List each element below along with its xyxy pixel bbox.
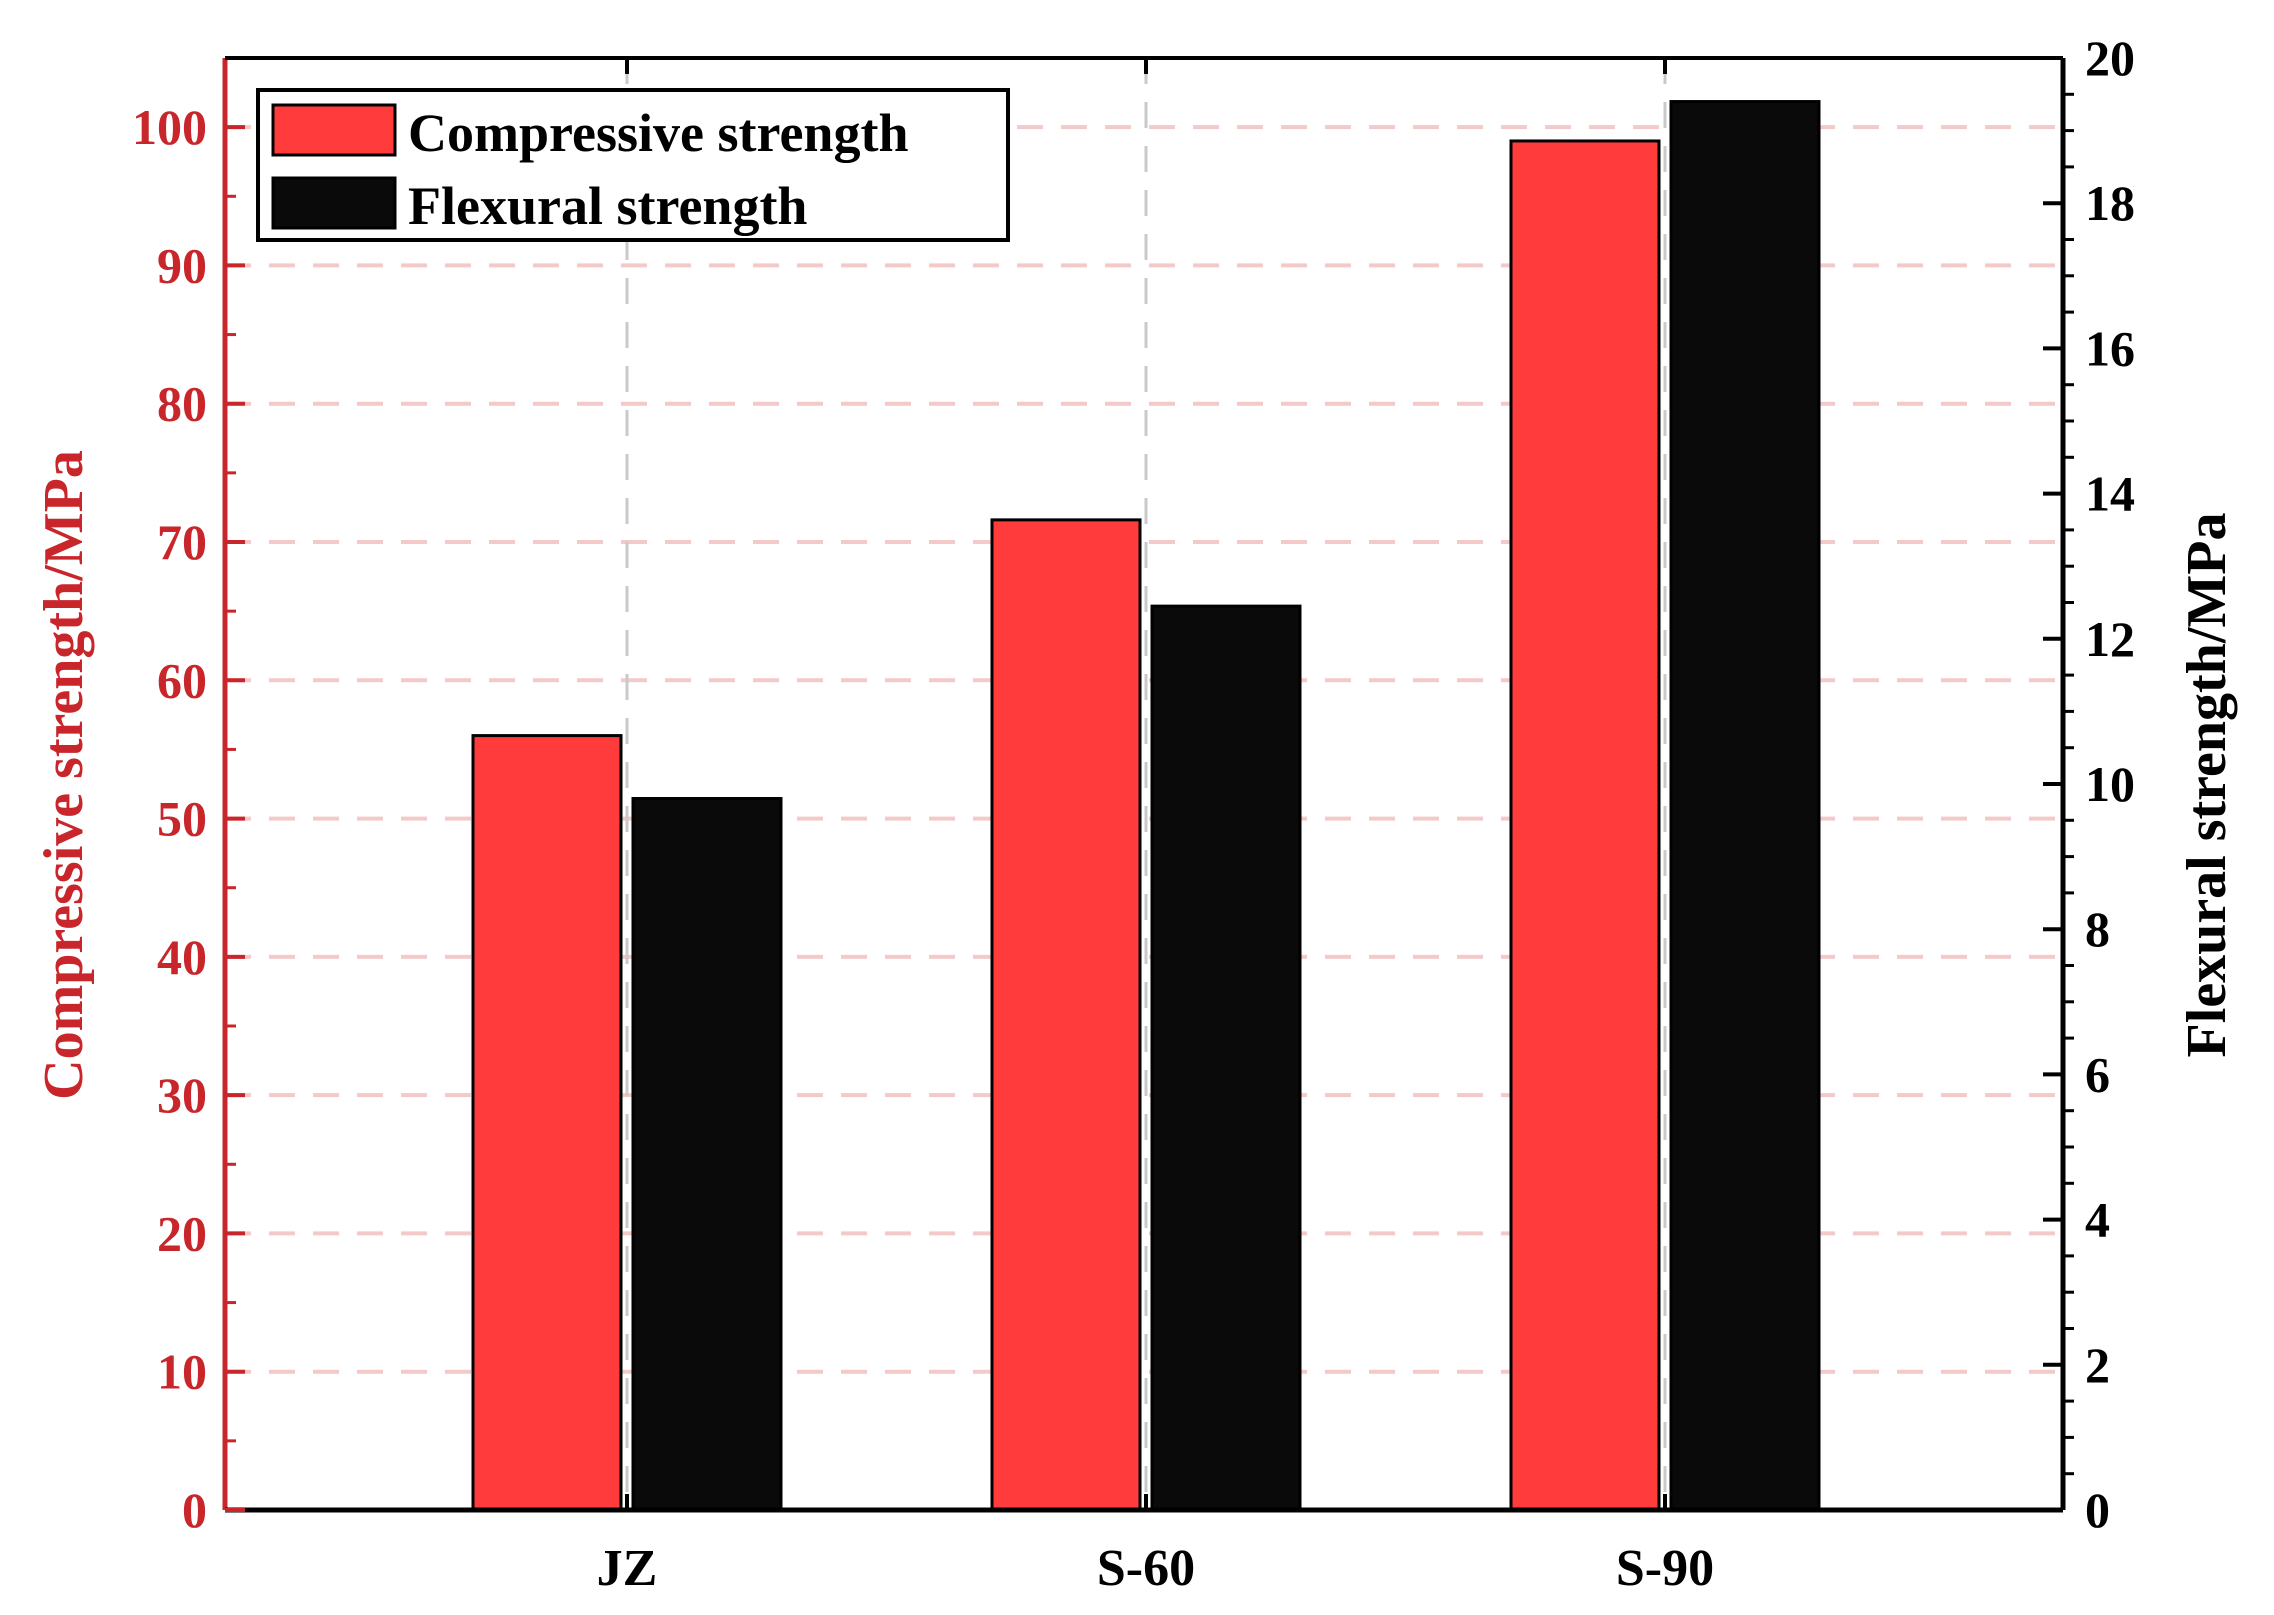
legend-label-compressive: Compressive strength: [408, 103, 908, 163]
y-right-tick-label: 6: [2085, 1046, 2110, 1102]
y-left-tick-label: 90: [157, 237, 207, 293]
y-right-tick-label: 16: [2085, 320, 2135, 376]
y-left-tick-label: 50: [157, 791, 207, 847]
bar-flexural-jz: [631, 797, 783, 1512]
y-left-tick-label: 60: [157, 652, 207, 708]
y-right-tick-label: 10: [2085, 756, 2135, 812]
bars: [471, 100, 1821, 1512]
y-right-tick-label: 20: [2085, 30, 2135, 86]
bar-flexural-s-60: [1150, 604, 1302, 1512]
y-left-tick-label: 40: [157, 929, 207, 985]
bar-compressive-s-90: [1509, 139, 1661, 1512]
legend-label-flexural: Flexural strength: [408, 176, 807, 236]
bar-compressive-s-60: [990, 518, 1142, 1512]
y-axis-right-label: Flexural strength/MPa: [2176, 513, 2238, 1058]
y-right-tick-label: 0: [2085, 1482, 2110, 1538]
y-right-tick-label: 18: [2085, 175, 2135, 231]
legend: Compressive strength Flexural strength: [256, 88, 1010, 242]
y-left-tick-label: 100: [132, 99, 207, 155]
bar-flexural-s-90: [1669, 100, 1821, 1512]
y-left-tick-label: 0: [182, 1482, 207, 1538]
y-left-tick-label: 80: [157, 376, 207, 432]
y-left-tick-label: 20: [157, 1205, 207, 1261]
y-right-tick-label: 8: [2085, 901, 2110, 957]
ticks: 0 10 20 30 40 50 60 70 80 90 100 0 2 4 6 8 10 12 14 16 18 20 J…: [132, 30, 2135, 1597]
grid: [225, 58, 2063, 1510]
y-right-tick-label: 4: [2085, 1192, 2110, 1248]
legend-swatch-flexural: [271, 176, 397, 230]
x-tick-label-s-90: S-90: [1616, 1540, 1714, 1597]
legend-swatch-compressive: [271, 103, 397, 157]
bar-compressive-jz: [471, 734, 623, 1512]
y-left-tick-label: 70: [157, 514, 207, 570]
y-right-tick-label: 14: [2085, 466, 2135, 522]
y-axis-left-label: Compressive strength/MPa: [33, 450, 95, 1100]
y-right-tick-label: 12: [2085, 611, 2135, 667]
y-left-tick-label: 10: [157, 1344, 207, 1400]
y-right-tick-label: 2: [2085, 1337, 2110, 1393]
x-tick-label-s-60: S-60: [1097, 1540, 1195, 1597]
x-tick-label-jz: JZ: [597, 1540, 658, 1597]
y-left-tick-label: 30: [157, 1067, 207, 1123]
